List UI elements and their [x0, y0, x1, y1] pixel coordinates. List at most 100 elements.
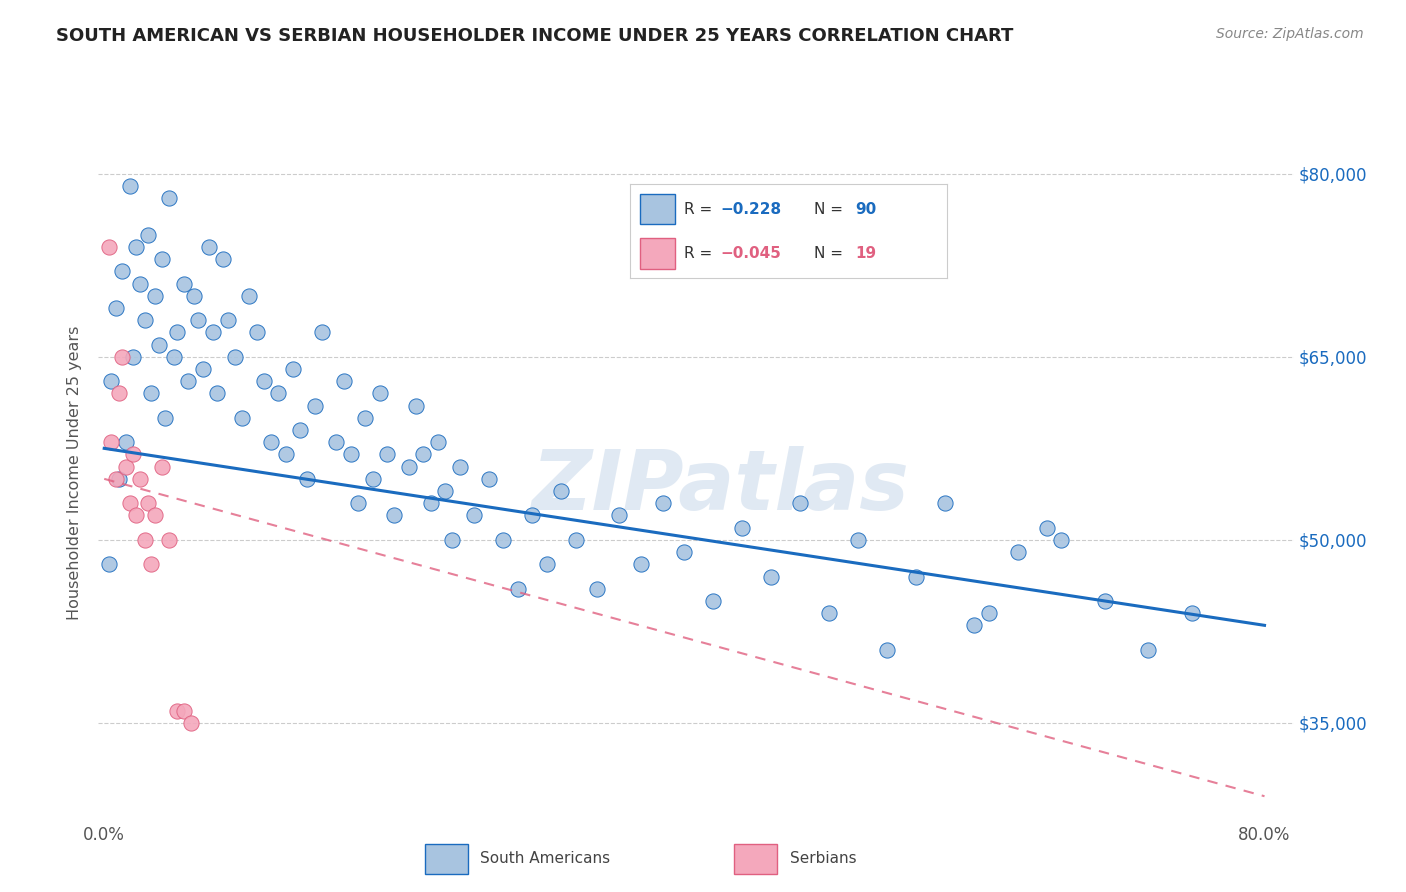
Point	[332, 374, 354, 388]
Point	[1036, 521, 1059, 535]
Point	[564, 533, 586, 547]
Point	[150, 459, 173, 474]
Point	[129, 277, 152, 291]
Text: ZIPatlas: ZIPatlas	[531, 446, 908, 527]
FancyBboxPatch shape	[734, 844, 778, 874]
Point	[148, 337, 170, 351]
Text: South Americans: South Americans	[481, 851, 610, 866]
Point	[375, 447, 398, 461]
Text: N =: N =	[814, 246, 848, 261]
Point	[506, 582, 529, 596]
Point	[382, 508, 405, 523]
Point	[122, 447, 145, 461]
Point	[963, 618, 986, 632]
Point	[201, 326, 224, 340]
Point	[304, 399, 326, 413]
Point	[441, 533, 464, 547]
Point	[150, 252, 173, 267]
Point	[134, 313, 156, 327]
Point	[449, 459, 471, 474]
Point	[115, 435, 138, 450]
Point	[426, 435, 449, 450]
Point	[97, 558, 120, 572]
Point	[325, 435, 347, 450]
Point	[434, 484, 457, 499]
FancyBboxPatch shape	[425, 844, 468, 874]
Point	[253, 374, 276, 388]
Point	[848, 533, 870, 547]
Point	[274, 447, 297, 461]
Point	[1050, 533, 1073, 547]
Text: 90: 90	[855, 202, 876, 217]
Point	[173, 704, 195, 718]
Point	[134, 533, 156, 547]
Point	[405, 399, 427, 413]
Point	[183, 289, 205, 303]
Text: 19: 19	[855, 246, 876, 261]
Point	[630, 558, 652, 572]
Point	[107, 472, 129, 486]
Point	[129, 472, 152, 486]
Point	[477, 472, 499, 486]
Point	[107, 386, 129, 401]
Point	[905, 569, 928, 583]
Text: Source: ZipAtlas.com: Source: ZipAtlas.com	[1216, 27, 1364, 41]
Point	[245, 326, 267, 340]
Point	[492, 533, 515, 547]
Point	[177, 374, 200, 388]
Point	[97, 240, 120, 254]
Point	[789, 496, 811, 510]
Point	[651, 496, 673, 510]
Point	[673, 545, 696, 559]
Text: −0.045: −0.045	[720, 246, 782, 261]
Point	[818, 606, 841, 620]
Point	[536, 558, 558, 572]
Point	[166, 326, 188, 340]
Point	[120, 178, 142, 193]
Point	[463, 508, 485, 523]
Text: Serbians: Serbians	[790, 851, 856, 866]
Point	[224, 350, 246, 364]
Point	[104, 472, 127, 486]
Point	[217, 313, 239, 327]
Point	[977, 606, 1000, 620]
Point	[419, 496, 441, 510]
Text: R =: R =	[685, 202, 717, 217]
Point	[368, 386, 391, 401]
Point	[586, 582, 609, 596]
Point	[111, 350, 134, 364]
Text: SOUTH AMERICAN VS SERBIAN HOUSEHOLDER INCOME UNDER 25 YEARS CORRELATION CHART: SOUTH AMERICAN VS SERBIAN HOUSEHOLDER IN…	[56, 27, 1014, 45]
FancyBboxPatch shape	[640, 194, 675, 225]
Point	[125, 240, 148, 254]
Point	[136, 227, 159, 242]
Point	[173, 277, 195, 291]
Point	[354, 410, 377, 425]
Point	[281, 362, 304, 376]
Point	[197, 240, 219, 254]
Point	[212, 252, 235, 267]
Point	[520, 508, 543, 523]
Point	[238, 289, 260, 303]
Point	[159, 191, 181, 205]
Point	[550, 484, 572, 499]
Point	[731, 521, 754, 535]
Point	[120, 496, 142, 510]
Point	[288, 423, 311, 437]
Point	[153, 410, 176, 425]
Text: N =: N =	[814, 202, 848, 217]
Point	[339, 447, 361, 461]
Point	[876, 642, 898, 657]
Point	[761, 569, 783, 583]
FancyBboxPatch shape	[640, 238, 675, 268]
Point	[231, 410, 253, 425]
Point	[139, 386, 162, 401]
Point	[260, 435, 283, 450]
Point	[143, 289, 166, 303]
Point	[361, 472, 384, 486]
Y-axis label: Householder Income Under 25 years: Householder Income Under 25 years	[67, 326, 83, 620]
Point	[139, 558, 162, 572]
Point	[347, 496, 370, 510]
Point	[267, 386, 290, 401]
Point	[1137, 642, 1160, 657]
Point	[607, 508, 630, 523]
